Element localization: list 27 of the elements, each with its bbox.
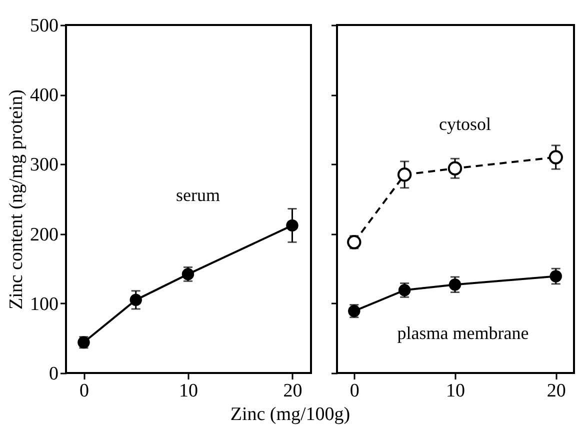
x-tick-label: 10: [446, 380, 465, 402]
x-tick-label: 20: [283, 380, 302, 402]
y-tick-label: 400: [30, 85, 58, 106]
point: [347, 235, 362, 250]
y-axis-title: Zinc content (ng/mg protein): [6, 89, 27, 310]
x-tick-label: 10: [178, 380, 198, 402]
point: [548, 150, 563, 164]
point: [398, 284, 411, 296]
point: [130, 294, 142, 306]
point: [182, 268, 194, 280]
series-label: plasma membrane: [397, 323, 529, 343]
x-axis-title: Zinc (mg/100g): [230, 404, 350, 425]
y-tick-label: 0: [49, 364, 58, 384]
x-tick-label: 0: [79, 380, 89, 402]
point: [448, 161, 462, 176]
y-tick-label: 500: [30, 16, 58, 36]
series-label: cytosol: [439, 114, 491, 134]
text: serum: [176, 185, 220, 205]
point: [286, 219, 298, 232]
y-tick-label: 200: [30, 224, 58, 246]
point: [397, 168, 412, 182]
y-tick-label: 100: [30, 294, 58, 315]
x-tick-label: 0: [350, 380, 360, 402]
point: [448, 278, 462, 291]
point: [550, 270, 562, 282]
y-tick-label: 300: [30, 154, 58, 176]
x-tick-label: 20: [546, 380, 566, 402]
